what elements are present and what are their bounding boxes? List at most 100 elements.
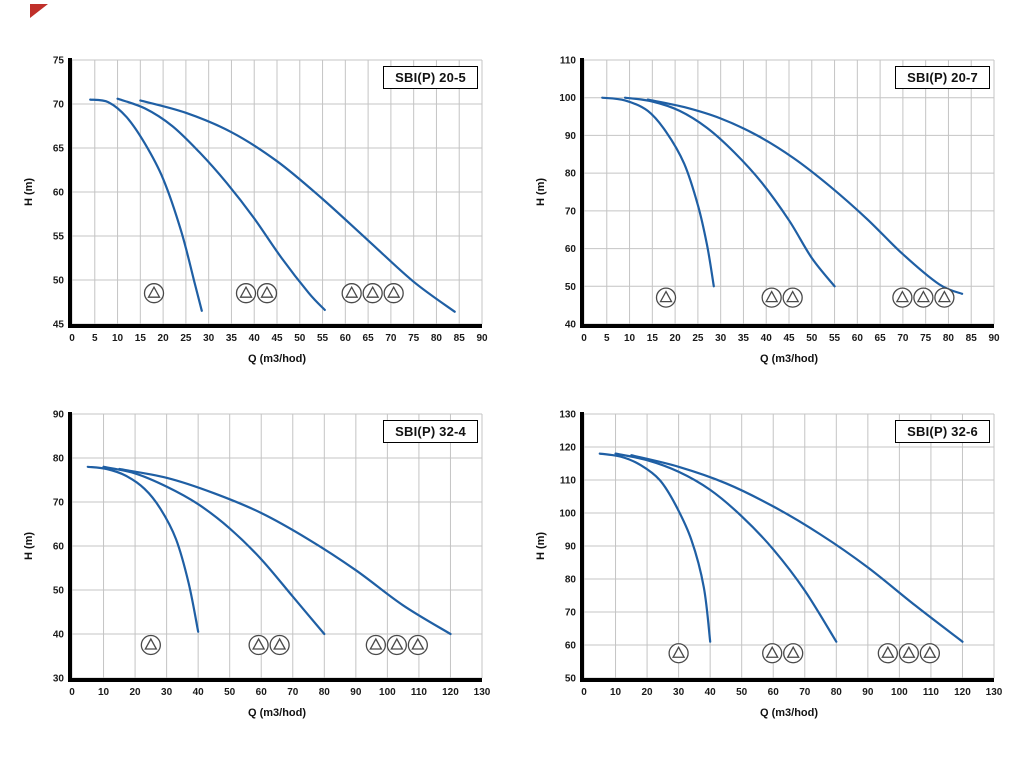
- pump-icon: [269, 634, 290, 656]
- pump-icon-group-2: [235, 283, 278, 304]
- pump-icon-triangle: [260, 285, 274, 298]
- chart-canvas-sbip-20-5: 0 5 10 15 20 25 30 35 40 45 50 55 60 65 70 75 80 85 90 45 50…: [23, 56, 488, 366]
- y-tick-label: 60: [565, 244, 577, 255]
- pump-icon-triangle: [366, 285, 380, 298]
- y-tick-label: 40: [565, 320, 577, 331]
- chart-title: SBI(P) 20-7: [895, 66, 990, 89]
- pump-icon: [919, 643, 940, 664]
- x-tick-label: 70: [799, 687, 811, 698]
- y-tick-label: 50: [565, 674, 577, 685]
- pump-curve-1-pump-curve: [601, 96, 715, 288]
- y-tick-label: 60: [53, 542, 65, 553]
- pump-icon: [783, 643, 804, 664]
- pump-icon-triangle: [252, 637, 266, 650]
- x-tick-label: 0: [581, 333, 587, 344]
- x-tick-label: 80: [431, 333, 443, 344]
- x-tick-label: 65: [363, 333, 375, 344]
- pump-icon: [898, 643, 919, 664]
- x-tick-label: 60: [768, 687, 780, 698]
- pump-icon-triangle: [144, 637, 158, 650]
- pump-icon-triangle: [881, 645, 895, 658]
- x-tick-label: 10: [112, 333, 124, 344]
- x-tick-label: 100: [891, 687, 908, 698]
- y-tick-label: 80: [565, 575, 577, 586]
- y-tick-label: 75: [53, 56, 65, 67]
- pump-icon-triangle: [387, 285, 401, 298]
- pump-icon: [365, 634, 386, 656]
- x-axis-label: Q (m3/hod): [760, 707, 818, 719]
- pump-icon: [762, 643, 783, 664]
- pump-icon-triangle: [937, 290, 951, 303]
- x-tick-label: 120: [954, 687, 971, 698]
- red-corner-mark: [30, 4, 48, 18]
- x-tick-label: 30: [715, 333, 727, 344]
- pump-icon: [668, 643, 689, 664]
- pump-icon-group-1: [668, 643, 689, 664]
- y-tick-label: 60: [53, 188, 65, 199]
- x-tick-label: 60: [852, 333, 864, 344]
- y-tick-label: 70: [53, 498, 65, 509]
- x-tick-label: 45: [271, 333, 283, 344]
- pump-icon-group-2: [761, 287, 803, 308]
- pump-curve-1-pump-curve: [86, 465, 200, 633]
- pump-icon: [892, 287, 913, 308]
- x-tick-label: 130: [474, 687, 491, 698]
- y-axis-label: H (m): [23, 532, 35, 560]
- pump-icon-triangle: [239, 285, 253, 298]
- x-tick-label: 10: [98, 687, 110, 698]
- x-tick-label: 15: [135, 333, 147, 344]
- x-tick-label: 30: [203, 333, 215, 344]
- y-tick-label: 130: [559, 410, 576, 421]
- y-tick-label: 30: [53, 674, 65, 685]
- chart-block-sbip-20-7: 0 5 10 15 20 25 30 35 40 45 50 55 60 65 70 75 80 85 90 40 50…: [530, 50, 1010, 370]
- pump-icon-group-3: [341, 283, 404, 304]
- x-tick-label: 55: [317, 333, 329, 344]
- y-tick-label: 65: [53, 144, 65, 155]
- x-tick-label: 100: [379, 687, 396, 698]
- x-tick-label: 10: [624, 333, 636, 344]
- x-tick-label: 35: [226, 333, 238, 344]
- pump-icon: [362, 283, 383, 304]
- pump-icon: [407, 634, 428, 656]
- pump-curve-3-pumps-curve: [630, 454, 964, 643]
- y-tick-label: 45: [53, 320, 65, 331]
- pump-icon-triangle: [672, 645, 686, 658]
- y-tick-label: 90: [53, 410, 65, 421]
- chart-title: SBI(P) 32-4: [383, 420, 478, 443]
- pump-icon-triangle: [147, 285, 161, 298]
- y-tick-label: 70: [53, 100, 65, 111]
- pump-icon-triangle: [786, 645, 800, 658]
- x-tick-label: 15: [647, 333, 659, 344]
- x-tick-label: 60: [340, 333, 352, 344]
- x-tick-label: 35: [738, 333, 750, 344]
- x-tick-label: 120: [442, 687, 459, 698]
- x-tick-label: 25: [180, 333, 192, 344]
- y-tick-label: 50: [53, 586, 65, 597]
- x-tick-label: 70: [287, 687, 299, 698]
- pump-icon: [256, 283, 278, 304]
- pump-curve-3-pumps-curve: [139, 99, 456, 313]
- y-tick-label: 70: [565, 206, 577, 217]
- x-tick-label: 65: [875, 333, 887, 344]
- pump-icon-triangle: [786, 290, 800, 303]
- y-tick-label: 40: [53, 630, 65, 641]
- y-tick-label: 70: [565, 608, 577, 619]
- pump-curve-2-pumps-curve: [102, 465, 326, 636]
- x-tick-label: 50: [806, 333, 818, 344]
- pump-curve-3-pumps-curve: [646, 98, 964, 295]
- y-tick-label: 90: [565, 542, 577, 553]
- pump-icon-triangle: [411, 637, 425, 650]
- x-tick-label: 75: [920, 333, 932, 344]
- x-tick-label: 110: [411, 687, 428, 698]
- x-tick-label: 90: [350, 687, 362, 698]
- pump-icon-triangle: [369, 637, 383, 650]
- x-tick-label: 5: [92, 333, 98, 344]
- pump-icon-triangle: [765, 290, 779, 303]
- pump-curve-3-pumps-curve: [118, 467, 452, 636]
- x-tick-label: 25: [692, 333, 704, 344]
- y-tick-label: 50: [565, 282, 577, 293]
- pump-icon-triangle: [345, 285, 359, 298]
- x-tick-label: 50: [736, 687, 748, 698]
- pump-icon: [248, 634, 269, 656]
